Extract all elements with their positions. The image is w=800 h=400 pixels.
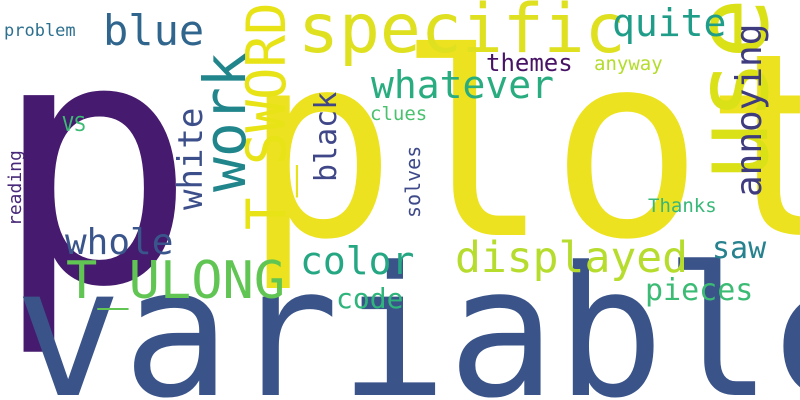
- word-p: p: [0, 0, 197, 362]
- word-vs: VS: [62, 112, 87, 136]
- word-clues: clues: [370, 103, 428, 125]
- word-plot: plot: [243, 0, 800, 296]
- word-reading: reading: [5, 150, 26, 226]
- word-black: black: [309, 91, 344, 182]
- word-anyway: anyway: [594, 53, 663, 75]
- word-quite: quite: [612, 1, 727, 45]
- word-thanks: Thanks: [648, 195, 717, 217]
- word-t-ulong: T_ULONG: [66, 251, 286, 311]
- word-specific: specific: [298, 0, 626, 69]
- word-solves: solves: [401, 145, 425, 218]
- word-annoying: annoying: [729, 23, 770, 197]
- word-pieces: pieces: [645, 273, 754, 308]
- word-displayed: displayed: [455, 233, 688, 283]
- word-variables: variables: [14, 229, 800, 400]
- word-whole: whole: [65, 222, 174, 263]
- word-whatever: whatever: [371, 63, 555, 107]
- word-blue: blue: [103, 6, 205, 55]
- word-saw: saw: [712, 231, 767, 266]
- word-themes: themes: [486, 49, 573, 77]
- word-color: color: [300, 239, 415, 283]
- word-problem: problem: [4, 21, 76, 41]
- word-white: white: [171, 107, 211, 210]
- word-code: code: [336, 282, 404, 315]
